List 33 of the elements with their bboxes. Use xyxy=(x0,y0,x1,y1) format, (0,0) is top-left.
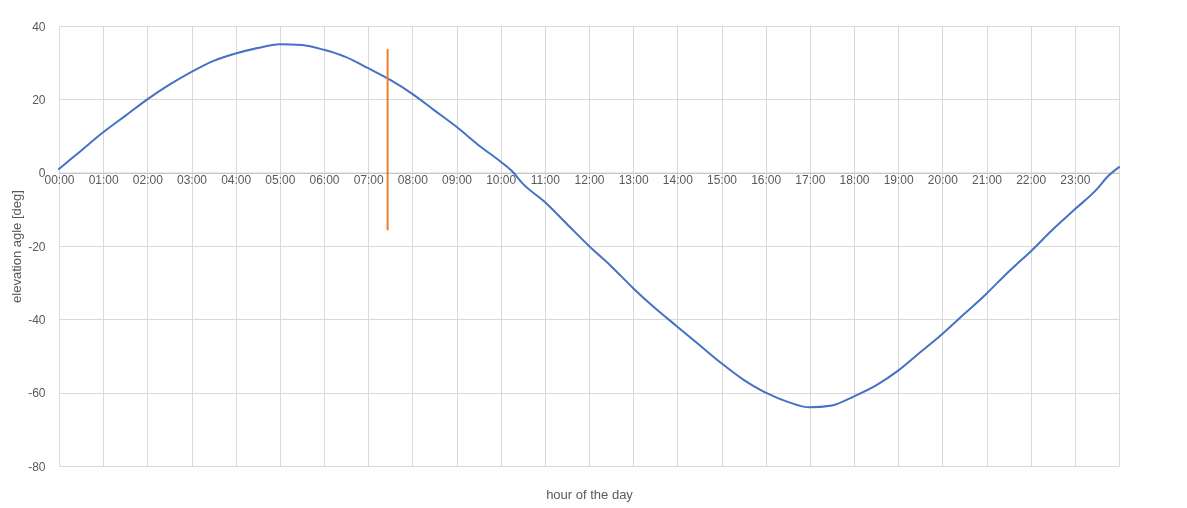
x-axis-title: hour of the day xyxy=(546,486,634,502)
x-tick-label: 05:00 xyxy=(265,173,296,188)
y-axis-title: elevation agle [deg] xyxy=(9,190,25,303)
x-tick-label: 21:00 xyxy=(971,173,1003,188)
x-tick-label: 04:00 xyxy=(221,173,252,188)
x-tick-label: 09:00 xyxy=(441,173,473,188)
x-tick-label: 15:00 xyxy=(706,173,738,188)
x-tick-label: 20:00 xyxy=(927,173,959,188)
x-tick-label: 03:00 xyxy=(176,173,208,188)
x-tick-label: 07:00 xyxy=(353,173,385,188)
x-tick-label: 13:00 xyxy=(618,173,650,188)
x-tick-label: 23:00 xyxy=(1060,173,1091,188)
x-tick-label: 00:00 xyxy=(44,173,75,188)
x-tick-label: 10:00 xyxy=(486,173,517,188)
x-tick-label: 22:00 xyxy=(1016,173,1047,188)
x-tick-label: 19:00 xyxy=(883,173,915,188)
x-tick-label: 16:00 xyxy=(751,173,782,188)
y-tick-label: 40 xyxy=(32,19,46,34)
x-tick-label: 17:00 xyxy=(795,173,826,188)
x-tick-label: 01:00 xyxy=(88,173,120,188)
y-tick-label: -80 xyxy=(28,459,46,474)
y-tick-label: -40 xyxy=(28,312,46,327)
x-tick-label: 08:00 xyxy=(397,173,429,188)
x-tick-label: 12:00 xyxy=(574,173,605,188)
x-tick-label: 18:00 xyxy=(839,173,870,188)
x-tick-label: 11:00 xyxy=(530,173,561,188)
y-tick-label: 20 xyxy=(32,92,46,107)
x-tick-label: 14:00 xyxy=(662,173,694,188)
y-tick-label: 0 xyxy=(38,166,46,181)
y-tick-label: -60 xyxy=(28,386,46,401)
x-tick-label: 06:00 xyxy=(309,173,340,188)
y-tick-label: -20 xyxy=(28,239,46,254)
x-tick-label: 02:00 xyxy=(132,173,164,188)
